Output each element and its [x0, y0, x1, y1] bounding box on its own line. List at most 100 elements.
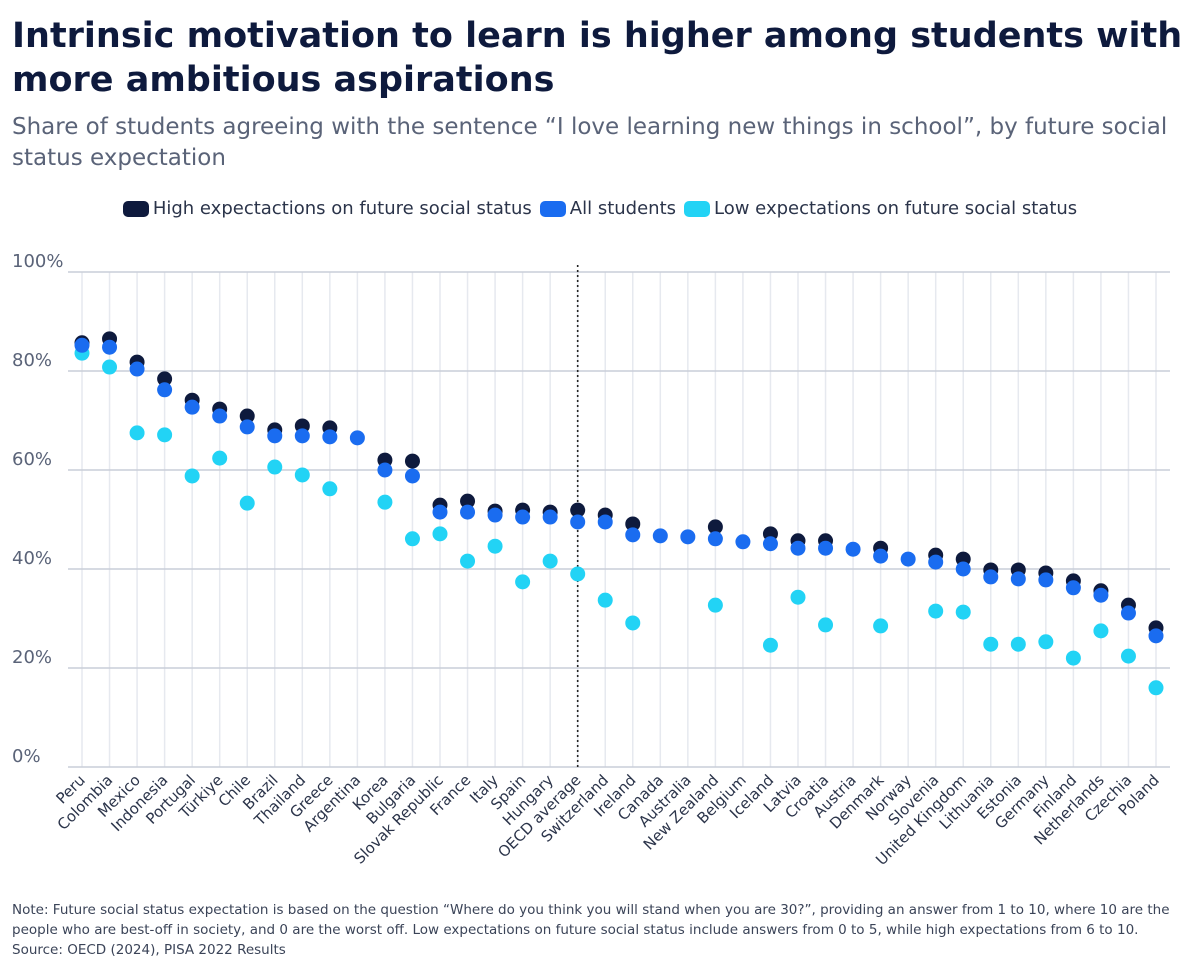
data-point [322, 481, 338, 497]
data-point [239, 495, 255, 511]
data-point [267, 459, 283, 475]
data-point [432, 526, 448, 542]
data-point [818, 617, 834, 633]
legend-swatch [122, 200, 149, 217]
data-point [1010, 636, 1026, 652]
data-point [625, 527, 641, 543]
data-point [955, 561, 971, 577]
data-point [983, 636, 999, 652]
data-point [707, 519, 723, 535]
data-point [873, 618, 889, 634]
data-point [487, 507, 503, 523]
data-point [845, 541, 861, 557]
data-point [570, 566, 586, 582]
legend-swatch [539, 200, 566, 217]
data-point [900, 551, 916, 567]
data-point [404, 468, 420, 484]
data-point [928, 603, 944, 619]
data-point [597, 592, 613, 608]
data-point [1148, 680, 1164, 696]
data-point [267, 428, 283, 444]
data-point [1065, 580, 1081, 596]
data-point [404, 531, 420, 547]
data-point [570, 502, 586, 518]
data-point [1093, 623, 1109, 639]
data-point [349, 430, 365, 446]
y-tick-label: 60% [12, 449, 52, 470]
data-point [184, 399, 200, 415]
data-point [515, 574, 531, 590]
y-tick-label: 80% [12, 350, 52, 371]
data-point [432, 504, 448, 520]
data-point [157, 382, 173, 398]
data-point [460, 504, 476, 520]
data-point [818, 540, 834, 556]
data-point [1038, 572, 1054, 588]
data-point [102, 339, 118, 355]
data-point [184, 468, 200, 484]
data-point [1065, 650, 1081, 666]
data-point [515, 509, 531, 525]
data-point [625, 516, 641, 532]
legend-swatch [684, 200, 711, 217]
data-point [707, 531, 723, 547]
data-point [762, 536, 778, 552]
data-point [212, 408, 228, 424]
legend-item-all: All students [539, 198, 677, 219]
data-point [1120, 605, 1136, 621]
y-tick-label: 40% [12, 548, 52, 569]
data-point [157, 427, 173, 443]
data-point [102, 359, 118, 375]
data-point [377, 494, 393, 510]
data-point [735, 534, 751, 550]
data-point [955, 604, 971, 620]
data-point [212, 450, 228, 466]
data-point [652, 528, 668, 544]
data-point [542, 509, 558, 525]
chart-title: Intrinsic motivation to learn is higher … [12, 16, 1183, 100]
data-point [294, 428, 310, 444]
y-tick-label: 0% [12, 746, 41, 767]
data-point [487, 538, 503, 554]
data-point [294, 467, 310, 483]
data-point [460, 553, 476, 569]
data-point [129, 425, 145, 441]
data-point [404, 453, 420, 469]
data-point [74, 337, 90, 353]
data-point [625, 615, 641, 631]
legend-item-low: Low expectations on future social status [684, 198, 1077, 219]
legend-label: All students [569, 198, 677, 219]
legend-label: High expectactions on future social stat… [152, 198, 532, 219]
data-point [157, 371, 173, 387]
data-point [1093, 587, 1109, 603]
data-point [570, 514, 586, 530]
data-point [707, 597, 723, 613]
data-point [129, 361, 145, 377]
data-point [460, 493, 476, 509]
data-point [239, 419, 255, 435]
data-point [762, 637, 778, 653]
data-point [597, 514, 613, 530]
data-point [983, 569, 999, 585]
data-point [1010, 571, 1026, 587]
y-tick-label: 100% [12, 251, 63, 272]
legend-item-high: High expectactions on future social stat… [122, 198, 532, 219]
legend: High expectactions on future social stat… [0, 198, 1200, 219]
chart-subtitle: Share of students agreeing with the sent… [12, 114, 1168, 171]
data-point [1038, 634, 1054, 650]
data-point [239, 408, 255, 424]
data-point [1120, 648, 1136, 664]
data-point [377, 462, 393, 478]
data-point [542, 553, 558, 569]
y-tick-label: 20% [12, 647, 52, 668]
source-note: Note: Future social status expectation i… [12, 902, 1170, 958]
legend-label: Low expectations on future social status [714, 198, 1078, 219]
data-point [790, 589, 806, 605]
data-point [1148, 628, 1164, 644]
data-point [790, 540, 806, 556]
data-point [873, 548, 889, 564]
data-point [322, 429, 338, 445]
data-point [680, 529, 696, 545]
data-point [928, 554, 944, 570]
